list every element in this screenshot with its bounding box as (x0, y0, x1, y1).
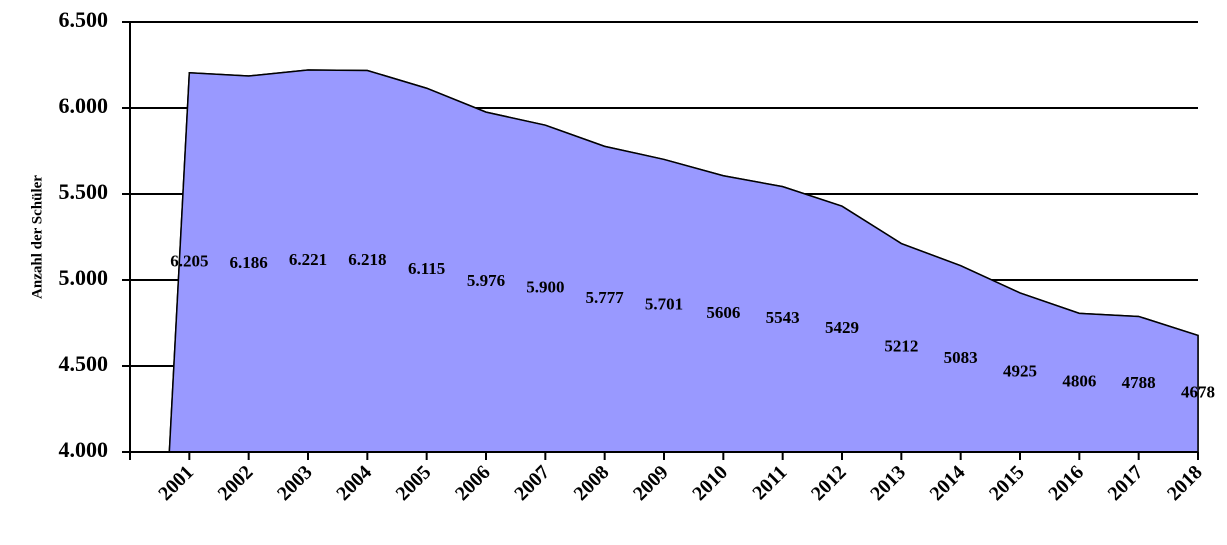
data-label: 5083 (944, 348, 978, 367)
x-tick-label: 2008 (570, 461, 614, 505)
data-label: 5429 (825, 318, 859, 337)
area-fill (168, 69, 1199, 453)
data-label: 5.900 (526, 278, 564, 297)
x-tick-label: 2016 (1044, 461, 1088, 505)
data-label: 5543 (766, 308, 800, 327)
data-label: 6.186 (230, 253, 268, 272)
x-tick-label: 2017 (1104, 461, 1148, 505)
data-label: 5.976 (467, 271, 505, 290)
data-label: 4806 (1062, 372, 1096, 391)
y-axis-title: Anzahl der Schüler (29, 175, 45, 299)
data-label: 5.701 (645, 295, 683, 314)
x-tick-label: 2012 (807, 461, 851, 505)
y-tick-label: 4.500 (59, 351, 109, 376)
x-tick-label: 2014 (926, 461, 970, 505)
y-tick-label: 5.000 (59, 265, 109, 290)
data-label: 6.115 (408, 259, 445, 278)
x-tick-label: 2001 (154, 461, 198, 505)
data-label: 5.777 (586, 288, 625, 307)
x-tick-label: 2013 (866, 461, 910, 505)
y-tick-label: 5.500 (59, 179, 109, 204)
x-tick-label: 2006 (451, 461, 495, 505)
x-tick-label: 2018 (1163, 461, 1207, 505)
data-label: 6.205 (170, 251, 208, 270)
x-tick-label: 2004 (332, 461, 376, 505)
data-label: 6.218 (348, 250, 386, 269)
y-tick-label: 6.000 (59, 93, 109, 118)
x-tick-label: 2011 (748, 461, 791, 504)
data-label: 5212 (884, 337, 918, 356)
x-tick-label: 2015 (985, 461, 1029, 505)
y-tick-label: 6.500 (59, 7, 109, 32)
x-tick-label: 2005 (392, 461, 436, 505)
x-tick-label: 2007 (510, 461, 554, 505)
data-label: 4925 (1003, 361, 1037, 380)
data-label: 4788 (1122, 373, 1156, 392)
x-tick-label: 2009 (629, 461, 673, 505)
x-tick-label: 2010 (688, 461, 732, 505)
y-tick-label: 4.000 (59, 437, 109, 462)
data-label: 5606 (706, 303, 740, 322)
data-label: 4678 (1181, 383, 1215, 402)
x-tick-label: 2003 (273, 461, 317, 505)
data-label: 6.221 (289, 250, 327, 269)
x-tick-label: 2002 (214, 461, 258, 505)
